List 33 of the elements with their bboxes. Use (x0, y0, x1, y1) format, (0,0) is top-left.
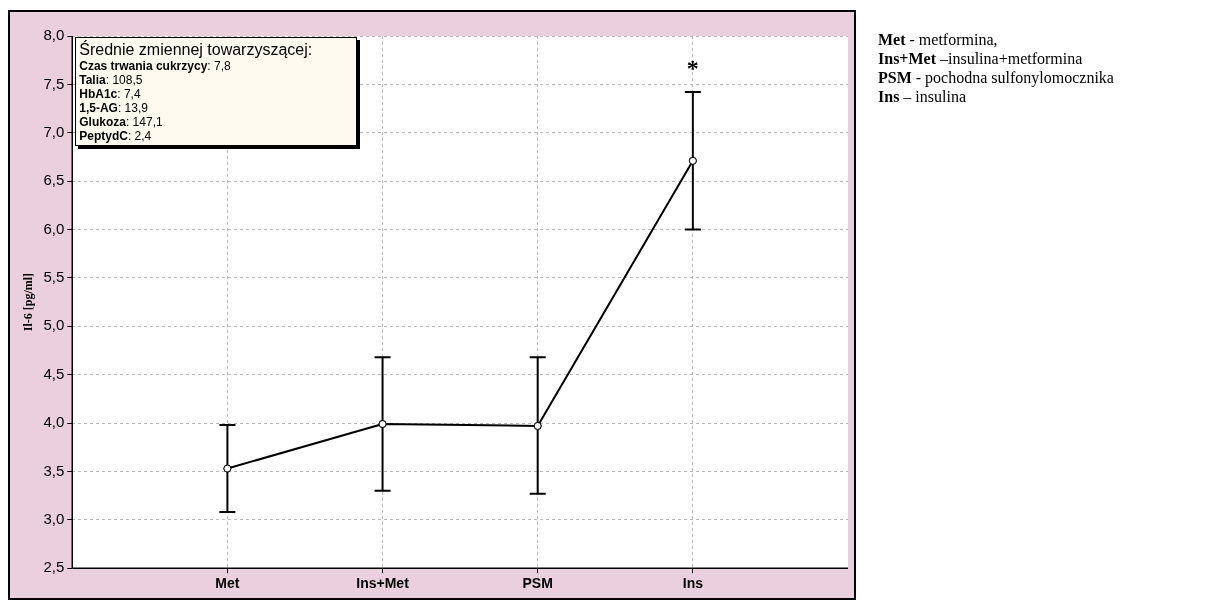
annotation: PeptydC: 2,4 (79, 129, 153, 143)
y-tick-label: 4,5 (43, 364, 65, 382)
point (378, 420, 387, 429)
y-tick-label: 6,0 (43, 219, 65, 237)
x-tick-label: Met (215, 575, 240, 592)
point (223, 464, 232, 473)
text: Ins+Met –insulina+metformina (878, 49, 1084, 68)
text: Ins – insulina (878, 87, 968, 106)
point (688, 156, 697, 165)
y-tick-label: 3,0 (43, 509, 65, 527)
text: Met - metformina, (878, 30, 999, 49)
x-tick-label: Ins+Met (356, 575, 410, 592)
annotation: * (686, 55, 699, 82)
annotation: Talia: 108,5 (79, 73, 144, 87)
annotation: 1,5-AG: 13,9 (79, 101, 149, 115)
y-tick-label: 8,0 (43, 26, 65, 44)
y-tick-label: 5,5 (43, 268, 65, 286)
y-tick-label: 5,0 (43, 316, 65, 334)
x-tick-label: Ins (682, 575, 704, 592)
text: PSM - pochodna sulfonylomocznika (878, 68, 1115, 87)
annotation: Glukoza: 147,1 (79, 115, 164, 129)
y-axis-title: Il-6 [pg/ml] (21, 272, 36, 332)
y-tick-label: 2,5 (43, 558, 65, 576)
y-tick-label: 7,0 (43, 122, 65, 140)
y-tick-label: 4,0 (43, 413, 65, 431)
annotation: HbA1c: 7,4 (79, 87, 142, 101)
annotation: Średnie zmiennej towarzyszącej: (79, 40, 314, 59)
y-tick-label: 3,5 (43, 461, 65, 479)
x-tick-label: PSM (522, 575, 553, 592)
y-tick-label: 6,5 (43, 171, 65, 189)
point (533, 421, 542, 430)
y-tick-label: 7,5 (43, 74, 65, 92)
annotation: Czas trwania cukrzycy: 7,8 (79, 59, 232, 73)
